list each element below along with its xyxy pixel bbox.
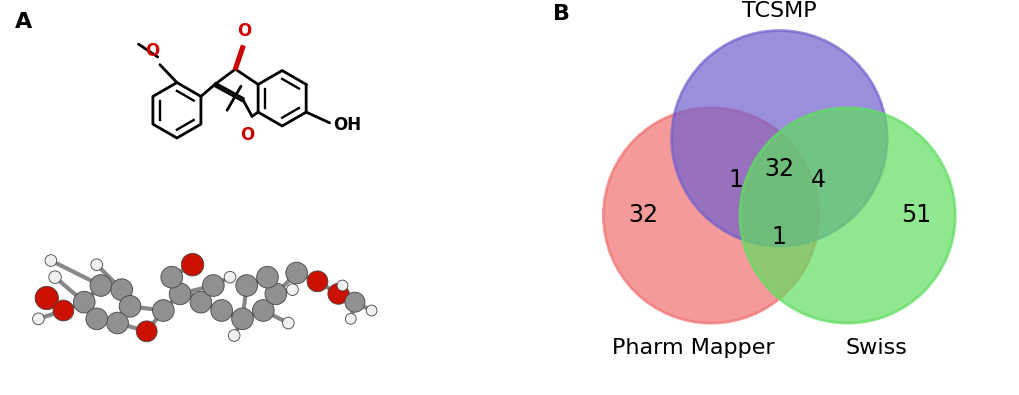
Circle shape: [153, 300, 174, 322]
Text: 4: 4: [810, 167, 825, 192]
Circle shape: [282, 317, 293, 329]
Circle shape: [181, 254, 204, 276]
Circle shape: [285, 262, 307, 284]
Text: Swiss: Swiss: [845, 339, 906, 358]
Text: B: B: [552, 4, 570, 24]
Circle shape: [739, 108, 955, 323]
Circle shape: [327, 284, 348, 304]
Circle shape: [211, 300, 232, 322]
Circle shape: [336, 280, 347, 291]
Text: 32: 32: [763, 157, 794, 181]
Text: OH: OH: [333, 115, 361, 134]
Circle shape: [86, 308, 107, 330]
Text: 32: 32: [628, 203, 657, 228]
Circle shape: [203, 275, 224, 296]
Circle shape: [73, 292, 95, 313]
Circle shape: [257, 266, 278, 288]
Text: Pharm Mapper: Pharm Mapper: [611, 339, 773, 358]
Circle shape: [190, 292, 212, 313]
Text: 1: 1: [729, 167, 743, 192]
Text: TCSMP: TCSMP: [742, 1, 816, 21]
Circle shape: [253, 300, 274, 322]
Circle shape: [137, 321, 157, 342]
Circle shape: [107, 312, 128, 334]
Text: 51: 51: [900, 203, 930, 228]
Circle shape: [286, 284, 298, 295]
Circle shape: [49, 271, 61, 284]
Circle shape: [228, 330, 239, 341]
Circle shape: [119, 295, 141, 317]
Circle shape: [671, 30, 887, 246]
Circle shape: [169, 283, 191, 305]
Circle shape: [111, 279, 132, 301]
Circle shape: [366, 305, 377, 316]
Circle shape: [231, 308, 253, 330]
Circle shape: [307, 271, 327, 292]
Circle shape: [345, 313, 356, 324]
Text: A: A: [15, 12, 33, 32]
Circle shape: [91, 259, 103, 271]
Text: O: O: [145, 42, 159, 60]
Circle shape: [45, 255, 57, 266]
Circle shape: [344, 292, 365, 312]
Circle shape: [90, 275, 112, 296]
Text: O: O: [239, 126, 254, 144]
Text: O: O: [237, 23, 252, 40]
Circle shape: [603, 108, 818, 323]
Text: 1: 1: [771, 225, 786, 249]
Circle shape: [235, 275, 257, 296]
Circle shape: [35, 286, 58, 310]
Circle shape: [265, 283, 286, 305]
Circle shape: [224, 271, 235, 283]
Circle shape: [33, 313, 44, 325]
Circle shape: [161, 266, 182, 288]
Circle shape: [53, 300, 73, 321]
